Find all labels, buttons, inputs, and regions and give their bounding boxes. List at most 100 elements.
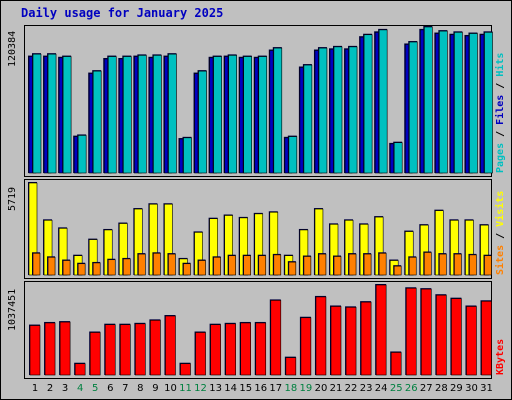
kbytes-bar-17 bbox=[270, 300, 282, 376]
x-tick-label-25: 25 bbox=[390, 383, 403, 394]
kbytes-bar-28 bbox=[436, 294, 447, 376]
kbytes-bar-30 bbox=[466, 306, 477, 376]
sites-bar-17 bbox=[273, 254, 282, 276]
sites-bar-25 bbox=[393, 265, 402, 276]
hits-bar-27 bbox=[423, 26, 433, 174]
hits-bar-2 bbox=[47, 53, 57, 174]
x-tick-label-11: 11 bbox=[179, 383, 192, 394]
ymax-label-kbytes: 1037451 bbox=[7, 288, 18, 331]
sites-bar-26 bbox=[408, 257, 417, 276]
x-tick-label-17: 17 bbox=[269, 383, 282, 394]
sites-bar-22 bbox=[348, 253, 357, 276]
x-tick-label-7: 7 bbox=[122, 383, 128, 394]
kbytes-bar-18 bbox=[285, 357, 297, 376]
sites-bar-2 bbox=[47, 257, 56, 276]
hits-bar-21 bbox=[333, 46, 343, 174]
x-tick-label-20: 20 bbox=[315, 383, 328, 394]
hits-bar-13 bbox=[213, 56, 222, 174]
legend-item-sites: Sites bbox=[495, 244, 506, 275]
sites-bar-29 bbox=[454, 253, 462, 276]
legend-separator: / bbox=[495, 124, 506, 143]
sites-bar-9 bbox=[153, 252, 161, 276]
legend-item-kbytes: KBytes bbox=[495, 338, 506, 375]
x-tick-label-22: 22 bbox=[345, 383, 358, 394]
ymax-label-hits-files-pages: 120384 bbox=[7, 30, 18, 67]
legend-visits-sites: Sites / Visits bbox=[495, 191, 506, 275]
sites-bar-12 bbox=[198, 260, 206, 276]
kbytes-bar-1 bbox=[29, 325, 41, 376]
kbytes-bar-26 bbox=[405, 287, 417, 376]
sites-bar-6 bbox=[107, 259, 116, 276]
kbytes-bar-7 bbox=[120, 324, 131, 376]
hits-bar-19 bbox=[303, 64, 313, 174]
x-tick-label-18: 18 bbox=[284, 383, 297, 394]
x-tick-label-15: 15 bbox=[239, 383, 252, 394]
sites-bar-11 bbox=[183, 263, 191, 276]
x-tick-label-23: 23 bbox=[360, 383, 373, 394]
sites-bar-8 bbox=[138, 253, 146, 276]
x-tick-label-10: 10 bbox=[164, 383, 177, 394]
kbytes-bar-19 bbox=[300, 317, 312, 376]
kbytes-bar-27 bbox=[420, 288, 432, 376]
sites-bar-16 bbox=[258, 255, 267, 276]
hits-bar-7 bbox=[123, 56, 132, 174]
x-tick-label-29: 29 bbox=[450, 383, 463, 394]
x-tick-label-31: 31 bbox=[480, 383, 493, 394]
hits-bar-18 bbox=[288, 136, 298, 174]
hits-bar-4 bbox=[77, 135, 87, 174]
sites-bar-7 bbox=[123, 258, 131, 276]
hits-bar-31 bbox=[484, 32, 493, 174]
kbytes-bar-2 bbox=[44, 322, 56, 376]
kbytes-bar-21 bbox=[330, 306, 342, 376]
kbytes-bar-12 bbox=[195, 332, 206, 376]
x-tick-label-1: 1 bbox=[32, 383, 38, 394]
sites-bar-21 bbox=[333, 256, 342, 276]
kbytes-bar-13 bbox=[210, 324, 221, 376]
kbytes-bar-8 bbox=[135, 323, 146, 376]
x-tick-label-28: 28 bbox=[435, 383, 448, 394]
legend-hits-files-pages: Pages / Files / Hits bbox=[495, 53, 506, 173]
kbytes-bar-10 bbox=[165, 315, 176, 376]
hits-bar-26 bbox=[408, 41, 418, 174]
kbytes-bar-14 bbox=[225, 323, 236, 376]
hits-bar-30 bbox=[469, 33, 478, 174]
x-tick-label-24: 24 bbox=[375, 383, 388, 394]
x-tick-label-27: 27 bbox=[420, 383, 433, 394]
sites-bar-10 bbox=[168, 253, 176, 276]
sites-bar-28 bbox=[439, 253, 447, 276]
x-tick-label-2: 2 bbox=[47, 383, 53, 394]
legend-item-files: Files bbox=[495, 94, 506, 125]
kbytes-bar-16 bbox=[255, 322, 267, 376]
sites-bar-27 bbox=[423, 252, 432, 276]
kbytes-bar-9 bbox=[150, 320, 161, 376]
hits-bar-16 bbox=[258, 56, 268, 174]
hits-bar-24 bbox=[378, 29, 388, 174]
legend-separator: / bbox=[495, 226, 506, 245]
x-tick-label-21: 21 bbox=[330, 383, 343, 394]
kbytes-bar-15 bbox=[240, 322, 251, 376]
kbytes-bar-23 bbox=[360, 301, 372, 376]
x-tick-label-9: 9 bbox=[152, 383, 158, 394]
hits-bar-5 bbox=[92, 70, 102, 174]
hits-bar-22 bbox=[348, 46, 358, 174]
sites-bar-5 bbox=[92, 262, 101, 276]
hits-bar-17 bbox=[273, 47, 283, 174]
hits-bar-23 bbox=[363, 34, 373, 174]
kbytes-bar-4 bbox=[74, 363, 86, 376]
legend-kbytes: KBytes bbox=[495, 339, 506, 375]
kbytes-bar-24 bbox=[375, 284, 387, 376]
sites-bar-30 bbox=[469, 254, 477, 276]
x-tick-label-26: 26 bbox=[405, 383, 418, 394]
x-tick-label-3: 3 bbox=[62, 383, 68, 394]
sites-bar-3 bbox=[62, 260, 71, 276]
sites-bar-31 bbox=[484, 255, 492, 276]
kbytes-bar-5 bbox=[89, 332, 101, 376]
sites-bar-15 bbox=[243, 255, 251, 276]
hits-bar-14 bbox=[228, 55, 237, 174]
hits-bar-15 bbox=[243, 56, 252, 174]
x-tick-label-6: 6 bbox=[107, 383, 113, 394]
hits-bar-29 bbox=[454, 32, 463, 174]
sites-bar-14 bbox=[228, 255, 236, 276]
